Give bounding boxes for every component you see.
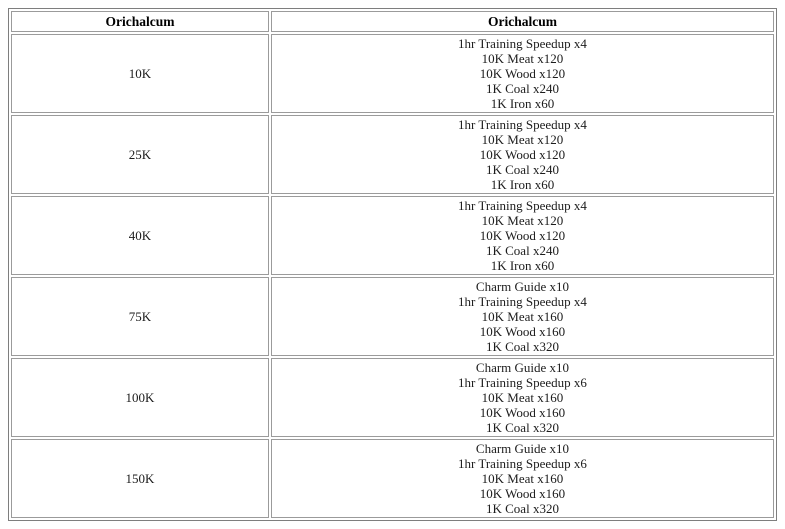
reward-line: 1K Iron x60 (490, 177, 555, 192)
amount-cell: 25K (11, 115, 269, 194)
amount-cell: 75K (11, 277, 269, 356)
reward-line: 1K Iron x60 (490, 258, 555, 273)
amount-cell: 10K (11, 34, 269, 113)
header-rewards: Orichalcum (270, 11, 774, 32)
reward-line: 1hr Training Speedup x4 (458, 198, 587, 213)
reward-line: 10K Meat x160 (481, 309, 564, 324)
reward-line: 1hr Training Speedup x4 (458, 36, 587, 51)
reward-line: 10K Meat x120 (481, 132, 564, 147)
reward-line: 10K Wood x120 (479, 147, 566, 162)
table-row: 75K Charm Guide x10 1hr Training Speedup x… (11, 277, 774, 356)
reward-line: 1K Coal x240 (486, 81, 559, 96)
rewards-cell: Charm Guide x10 1hr Training Speedup x6 10… (270, 439, 774, 518)
reward-line: 1K Iron x60 (490, 96, 555, 111)
reward-line: 10K Meat x160 (481, 390, 564, 405)
table-body: 10K 1hr Training Speedup x4 10K Meat x120 1… (11, 34, 774, 518)
table-row: 40K 1hr Training Speedup x4 10K Meat x120 1… (11, 196, 774, 275)
reward-line: 1hr Training Speedup x6 (458, 456, 587, 471)
reward-line: 10K Meat x160 (481, 471, 564, 486)
header-row: Orichalcum Orichalcum (11, 11, 774, 32)
table-row: 10K 1hr Training Speedup x4 10K Meat x120 1… (11, 34, 774, 113)
reward-line: 1K Coal x240 (486, 162, 559, 177)
rewards-cell: 1hr Training Speedup x4 10K Meat x120 10K … (270, 115, 774, 194)
rewards-cell: Charm Guide x10 1hr Training Speedup x6 10… (270, 358, 774, 437)
rewards-cell: 1hr Training Speedup x4 10K Meat x120 10K … (270, 196, 774, 275)
reward-line: Charm Guide x10 (475, 279, 570, 294)
rewards-cell: Charm Guide x10 1hr Training Speedup x4 10… (270, 277, 774, 356)
reward-line: 10K Wood x160 (479, 324, 566, 339)
table-row: 25K 1hr Training Speedup x4 10K Meat x120 1… (11, 115, 774, 194)
reward-line: 10K Meat x120 (481, 213, 564, 228)
rewards-cell: 1hr Training Speedup x4 10K Meat x120 10K … (270, 34, 774, 113)
amount-cell: 40K (11, 196, 269, 275)
reward-line: 10K Meat x120 (481, 51, 564, 66)
reward-line: 10K Wood x120 (479, 66, 566, 81)
table-row: 100K Charm Guide x10 1hr Training Speedup … (11, 358, 774, 437)
reward-line: 1hr Training Speedup x4 (458, 294, 587, 309)
reward-line: 1hr Training Speedup x6 (458, 375, 587, 390)
reward-line: 1K Coal x320 (486, 339, 559, 354)
reward-line: Charm Guide x10 (475, 360, 570, 375)
amount-cell: 100K (11, 358, 269, 437)
table-row: 150K Charm Guide x10 1hr Training Speedup … (11, 439, 774, 518)
reward-line: Charm Guide x10 (475, 441, 570, 456)
rewards-table: Orichalcum Orichalcum 10K 1hr Training Sp… (8, 8, 777, 521)
reward-line: 1K Coal x320 (486, 501, 559, 516)
reward-line: 10K Wood x160 (479, 405, 566, 420)
amount-cell: 150K (11, 439, 269, 518)
reward-line: 1K Coal x320 (486, 420, 559, 435)
reward-line: 10K Wood x120 (479, 228, 566, 243)
header-amount: Orichalcum (11, 11, 269, 32)
reward-line: 10K Wood x160 (479, 486, 566, 501)
reward-line: 1K Coal x240 (486, 243, 559, 258)
reward-line: 1hr Training Speedup x4 (458, 117, 587, 132)
